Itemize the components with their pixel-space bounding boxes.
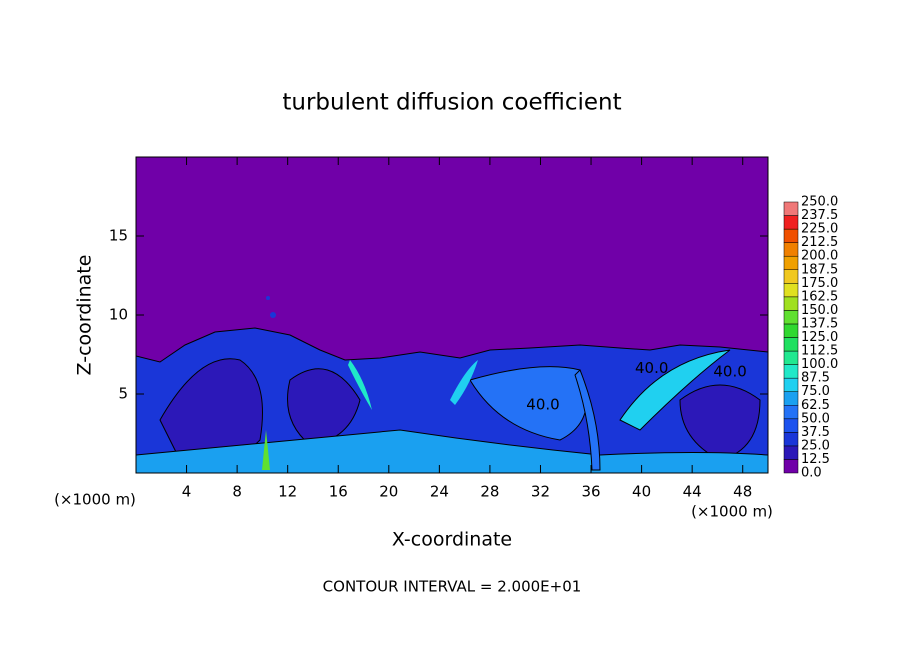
colorbar-cell xyxy=(783,405,799,420)
y-tick-label: 15 xyxy=(109,227,128,245)
field-region xyxy=(348,360,372,410)
x-tick-label: 16 xyxy=(329,483,348,501)
colorbar-label: 25.0 xyxy=(801,438,830,453)
x-tick-label: 40 xyxy=(632,483,651,501)
colorbar-label: 212.5 xyxy=(801,235,838,250)
colorbar-cell xyxy=(783,459,799,474)
colorbar-label: 225.0 xyxy=(801,222,838,237)
colorbar-cell xyxy=(783,337,799,352)
colorbar-cell xyxy=(783,283,799,298)
colorbar-cell xyxy=(783,445,799,460)
contour-label: 40.0 xyxy=(713,362,746,380)
colorbar-cell xyxy=(783,418,799,433)
colorbar-label: 125.0 xyxy=(801,330,838,345)
colorbar-label: 50.0 xyxy=(801,411,830,426)
x-tick-label: 8 xyxy=(232,483,242,501)
colorbar-cell xyxy=(783,364,799,379)
colorbar-label: 187.5 xyxy=(801,262,838,277)
colorbar-label: 237.5 xyxy=(801,208,838,223)
field-region xyxy=(619,349,731,431)
colorbar-label: 37.5 xyxy=(801,425,830,440)
field-region xyxy=(270,312,276,318)
x-tick-label: 4 xyxy=(182,483,192,501)
colorbar-cell xyxy=(783,215,799,230)
colorbar-label: 112.5 xyxy=(801,344,838,359)
colorbar-label: 75.0 xyxy=(801,384,830,399)
colorbar-label: 250.0 xyxy=(801,195,838,210)
colorbar-cell xyxy=(783,377,799,392)
colorbar-label: 62.5 xyxy=(801,398,830,413)
colorbar-cell xyxy=(783,201,799,216)
x-tick-label: 44 xyxy=(683,483,702,501)
field-region xyxy=(136,429,768,473)
x-tick-label: 12 xyxy=(278,483,297,501)
x-tick-label: 28 xyxy=(480,483,499,501)
x-unit-label: (×1000 m) xyxy=(691,503,773,521)
field-region xyxy=(287,368,361,446)
colorbar-label: 0.0 xyxy=(801,466,822,481)
colorbar-cell xyxy=(783,228,799,243)
field-region xyxy=(574,369,601,471)
contour-field xyxy=(136,157,768,473)
y-axis-label: Z-coordinate xyxy=(74,255,96,376)
colorbar-cell xyxy=(783,242,799,257)
colorbar-label: 175.0 xyxy=(801,276,838,291)
field-region xyxy=(450,360,478,405)
colorbar-cell xyxy=(783,350,799,365)
y-tick-label: 5 xyxy=(118,385,128,403)
x-tick-label: 24 xyxy=(430,483,449,501)
colorbar-cell xyxy=(783,255,799,271)
y-tick-label: 10 xyxy=(109,306,128,324)
field-region xyxy=(679,384,761,461)
x-tick-label: 32 xyxy=(531,483,550,501)
x-tick-label: 36 xyxy=(581,483,600,501)
colorbar-label: 200.0 xyxy=(801,249,838,264)
x-unit-label: (×1000 m) xyxy=(54,491,136,509)
colorbar-cell xyxy=(783,432,799,447)
colorbar-cell xyxy=(783,269,799,284)
colorbar-cell xyxy=(783,391,799,406)
colorbar-label: 162.5 xyxy=(801,289,838,304)
colorbar-cell xyxy=(783,296,799,311)
colorbar-label: 137.5 xyxy=(801,316,838,331)
x-tick-label: 20 xyxy=(379,483,398,501)
contour-interval: CONTOUR INTERVAL = 2.000E+01 xyxy=(323,578,582,596)
chart-title: turbulent diffusion coefficient xyxy=(282,90,621,116)
x-tick-label: 48 xyxy=(733,483,752,501)
colorbar-cell xyxy=(783,310,799,325)
contour-label: 40.0 xyxy=(635,359,668,377)
colorbar-label: 150.0 xyxy=(801,303,838,318)
colorbar-cell xyxy=(783,323,799,338)
x-axis-label: X-coordinate xyxy=(392,529,512,551)
colorbar-label: 87.5 xyxy=(801,371,830,386)
field-region xyxy=(262,430,270,470)
colorbar-label: 12.5 xyxy=(801,452,830,467)
colorbar-label: 100.0 xyxy=(801,357,838,372)
contour-label: 40.0 xyxy=(526,396,559,414)
field-region xyxy=(266,296,270,300)
